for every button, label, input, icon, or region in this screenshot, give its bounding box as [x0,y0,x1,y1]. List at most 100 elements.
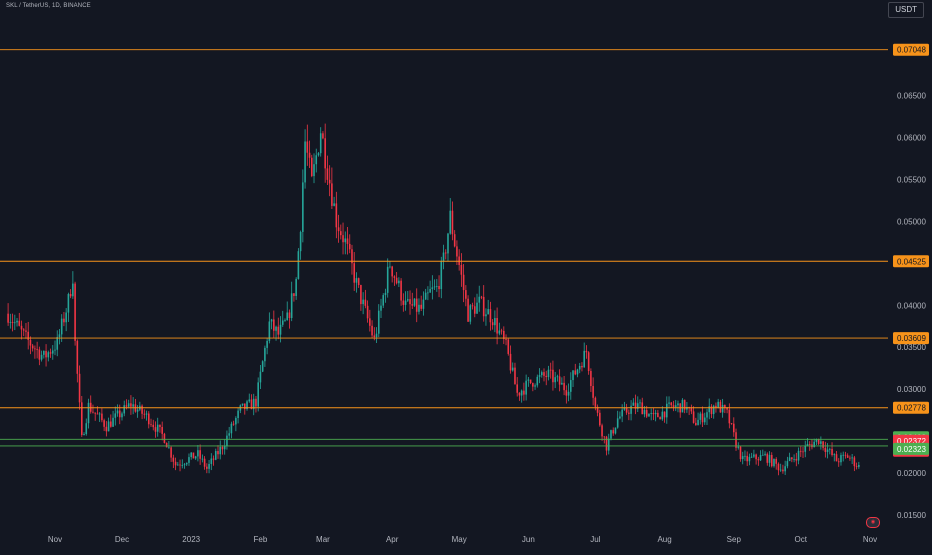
candle-body [382,295,385,306]
candle-body [427,292,429,294]
candle-body [480,296,483,298]
candle-body [607,438,610,451]
candle-body [58,334,61,338]
candle-body [469,305,472,322]
candle-body [293,293,295,297]
candle-body [27,331,30,340]
candle-body [398,280,400,284]
candle-body [391,266,393,277]
candle-body [712,405,715,415]
candle-body [326,168,329,180]
candle-body [360,285,362,305]
candle-body [692,411,695,423]
candle-body [634,402,637,409]
candle-body [739,446,742,460]
candle-body [802,451,804,453]
candle-body [846,455,849,458]
candle-body [80,402,83,435]
tradingview-logo-icon[interactable]: ◉ [866,517,880,528]
candle-body [217,451,219,455]
candle-body [190,452,193,458]
candle-body [753,454,755,457]
candle-body [759,455,762,461]
candle-body [766,453,769,463]
candle-body [837,461,840,463]
candle-body [587,352,590,371]
candle-body [197,450,199,457]
candle-body [717,401,719,408]
candle-body [516,384,519,393]
level-badge [893,255,929,268]
candle-body [118,410,121,418]
time-tick-label: Feb [254,535,268,544]
candle-body [257,382,259,407]
candle-body [578,365,581,370]
candle-body [518,392,521,396]
candle-body [563,382,565,391]
candle-body [266,340,268,348]
candle-body [232,423,235,425]
candle-body [413,298,416,306]
candle-body [181,465,184,466]
candle-body [744,455,746,457]
candle-body [583,350,585,368]
candle-body [494,318,496,326]
candle-body [612,430,615,434]
candle-body [844,454,847,456]
time-tick-label: 2023 [182,535,200,544]
candle-body [364,299,367,306]
candle-body [677,403,679,406]
candle-body [380,305,382,311]
candle-body [22,329,25,331]
candle-body [252,398,255,410]
candle-body [547,369,550,378]
candle-body [639,402,641,404]
candle-body [525,380,527,395]
candle-body [362,299,364,305]
candle-body [681,399,684,413]
candle-body [572,370,574,381]
candle-body [813,441,815,448]
candle-body [728,409,731,424]
candle-body [154,427,157,432]
candle-body [288,312,291,319]
candle-body [188,457,190,463]
candle-body [820,441,822,444]
candle-body [831,448,833,456]
candle-body [63,318,65,323]
candle-body [351,249,353,264]
candle-body [523,390,525,395]
candle-body [105,426,108,432]
price-axis[interactable]: 0.06500 0.06000 0.05500 0.05000 0.04000 0.035… [897,92,926,520]
candle-body [94,412,96,414]
candle-body [130,403,132,407]
candles-layer [7,123,860,476]
candle-body [235,418,237,425]
price-tick-label: 0.03000 [897,385,926,394]
candle-body [701,413,704,423]
candle-body [808,443,811,445]
candle-body [371,325,373,336]
candle-body [775,458,778,464]
candle-body [85,423,88,434]
candle-body [645,409,648,417]
candle-body [38,349,41,360]
candle-body [295,278,297,297]
candle-body [498,330,501,334]
candle-body [610,430,612,439]
candle-body [549,369,552,371]
candle-body [337,227,340,232]
candle-body [328,179,331,184]
currency-button[interactable]: USDT [888,2,924,18]
candle-body [230,423,233,434]
candle-body [228,433,230,436]
candle-body [96,413,99,415]
time-axis[interactable]: Nov Dec 2023 Feb Mar Apr May Jun Jul Aug Sep Oct Nov [48,535,877,544]
candle-body [214,451,217,460]
time-tick-label: Apr [386,535,399,544]
candle-body [478,296,481,303]
candle-body [706,412,708,418]
candle-body [538,375,541,377]
